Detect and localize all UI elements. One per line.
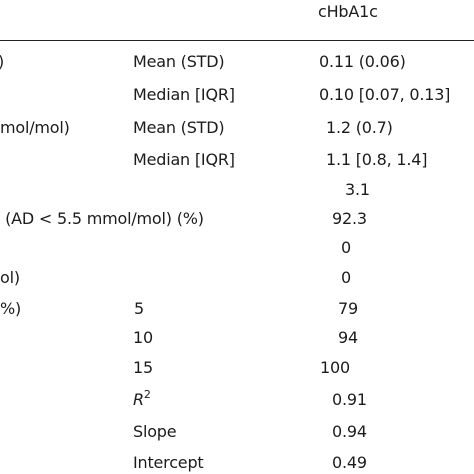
row-12-r-squared: R2 [133, 387, 151, 410]
row-2-stat: Median [IQR] [133, 85, 235, 104]
row-7-value: 0 [341, 238, 351, 257]
row-13-stat: Slope [133, 422, 177, 441]
row-4-value: 1.1 [0.8, 1.4] [326, 150, 428, 169]
row-8-label: ol) [0, 268, 20, 287]
row-6-label: ı (AD < 5.5 mmol/mol) (%) [0, 209, 204, 228]
header-chba1c: cHbA1c [318, 2, 378, 21]
r-symbol: R [133, 390, 144, 409]
row-11-value: 100 [320, 358, 350, 377]
row-6-value: 92.3 [332, 209, 367, 228]
row-13-value: 0.94 [332, 422, 367, 441]
row-1-stat: Mean (STD) [133, 52, 225, 71]
row-14-value: 0.49 [332, 453, 367, 472]
row-3-stat: Mean (STD) [133, 118, 225, 137]
row-12-value: 0.91 [332, 390, 367, 409]
row-14-stat: Intercept [133, 453, 204, 472]
r-superscript: 2 [143, 387, 151, 401]
row-2-value: 0.10 [0.07, 0.13] [319, 85, 451, 104]
row-1-value: 0.11 (0.06) [319, 52, 406, 71]
row-5-value: 3.1 [345, 180, 370, 199]
row-3-label: mol/mol) [0, 118, 70, 137]
row-9-value: 79 [338, 299, 358, 318]
row-9-label: %) [0, 299, 22, 318]
header-rule [0, 40, 474, 41]
row-9-threshold: 5 [134, 299, 144, 318]
row-3-value: 1.2 (0.7) [326, 118, 393, 137]
row-10-threshold: 10 [133, 328, 153, 347]
row-1-label: ) [0, 52, 4, 72]
row-4-stat: Median [IQR] [133, 150, 235, 169]
row-8-value: 0 [341, 268, 351, 287]
row-10-value: 94 [338, 328, 358, 347]
row-11-threshold: 15 [133, 358, 153, 377]
